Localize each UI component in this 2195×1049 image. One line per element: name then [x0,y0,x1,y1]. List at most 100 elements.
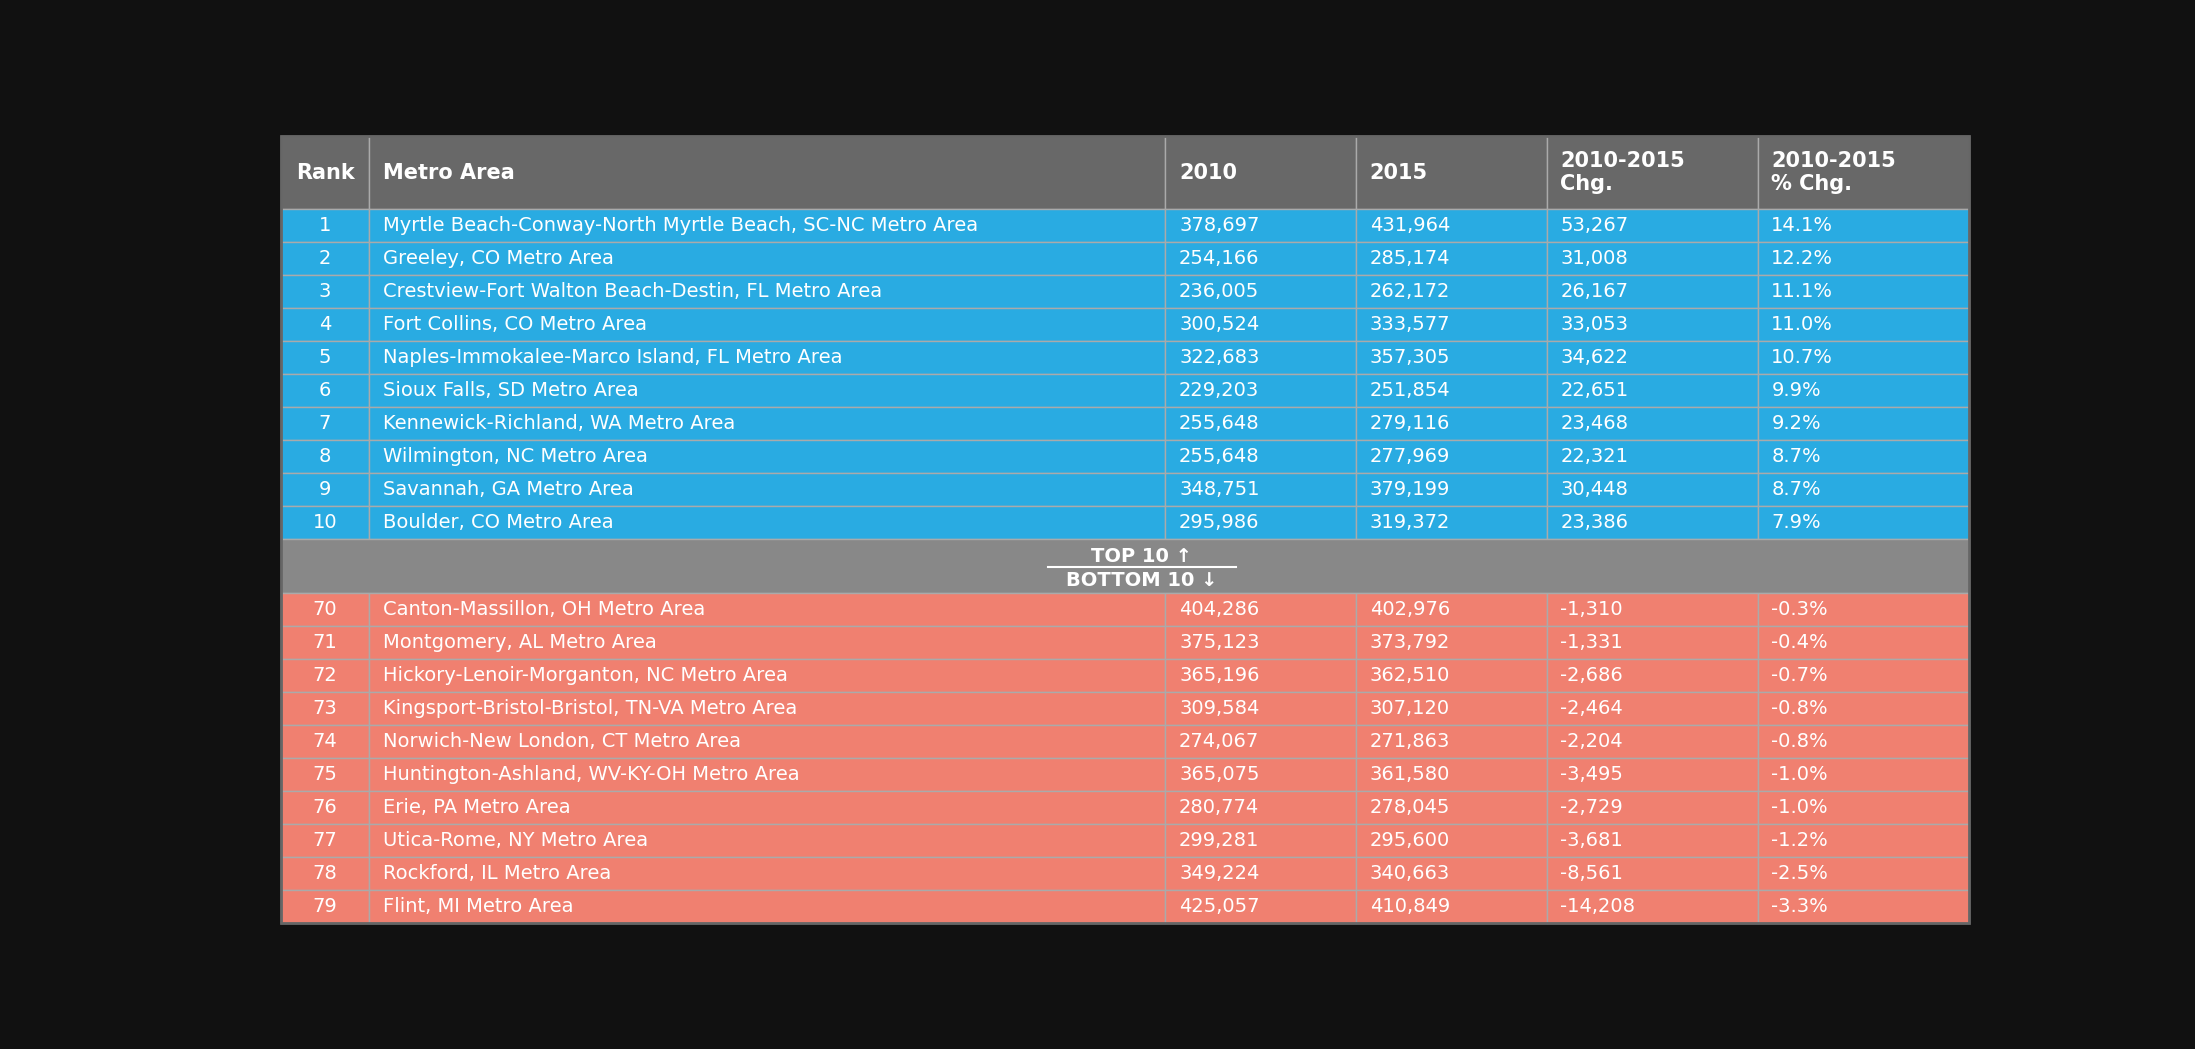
Bar [281,757,369,791]
Text: 2010: 2010 [1179,163,1238,183]
Text: 274,067: 274,067 [1179,732,1260,751]
Bar [281,625,369,659]
Text: 22,321: 22,321 [1561,447,1629,466]
Bar [369,791,1166,823]
Text: -1.2%: -1.2% [1771,831,1828,850]
Text: -1,310: -1,310 [1561,600,1622,619]
Text: Montgomery, AL Metro Area: Montgomery, AL Metro Area [382,633,656,651]
Bar [1166,308,1357,341]
Text: 319,372: 319,372 [1370,513,1451,532]
Bar [1166,374,1357,407]
Bar [1758,374,1969,407]
Bar [369,275,1166,308]
Text: 322,683: 322,683 [1179,348,1260,367]
Bar [1166,275,1357,308]
Bar [1357,242,1547,275]
Bar [281,890,369,923]
Bar [1166,341,1357,374]
Text: 362,510: 362,510 [1370,666,1451,685]
Bar [369,242,1166,275]
Bar [1758,209,1969,242]
Text: Savannah, GA Metro Area: Savannah, GA Metro Area [382,480,634,499]
Text: 23,468: 23,468 [1561,414,1629,433]
Text: 431,964: 431,964 [1370,216,1451,235]
Bar [1758,791,1969,823]
Text: -1.0%: -1.0% [1771,798,1828,817]
Text: 8: 8 [318,447,331,466]
Text: 70: 70 [312,600,338,619]
Text: 30,448: 30,448 [1561,480,1629,499]
Bar [281,374,369,407]
Bar [1166,473,1357,507]
Bar [1166,659,1357,691]
Text: -14,208: -14,208 [1561,897,1635,916]
Text: 5: 5 [318,348,331,367]
Bar [281,691,369,725]
Text: -0.4%: -0.4% [1771,633,1828,651]
Bar [1166,857,1357,890]
Bar [281,593,369,625]
Bar [1547,691,1758,725]
Text: 9: 9 [318,480,331,499]
Bar [369,136,1166,209]
Bar [1357,341,1547,374]
Text: 77: 77 [312,831,338,850]
Bar [1166,136,1357,209]
Text: 71: 71 [312,633,338,651]
Text: Myrtle Beach-Conway-North Myrtle Beach, SC-NC Metro Area: Myrtle Beach-Conway-North Myrtle Beach, … [382,216,977,235]
Bar [1357,691,1547,725]
Text: -0.7%: -0.7% [1771,666,1828,685]
Bar [1357,209,1547,242]
Text: 309,584: 309,584 [1179,699,1260,718]
Text: 254,166: 254,166 [1179,249,1260,267]
Text: 373,792: 373,792 [1370,633,1451,651]
Bar [1758,242,1969,275]
Bar [1758,725,1969,757]
Text: 34,622: 34,622 [1561,348,1629,367]
Bar [1547,473,1758,507]
Bar [1758,757,1969,791]
Bar [1547,209,1758,242]
Bar [369,725,1166,757]
Bar [281,242,369,275]
Bar [369,507,1166,539]
Text: 7.9%: 7.9% [1771,513,1822,532]
Bar [1166,691,1357,725]
Bar [369,441,1166,473]
Text: 300,524: 300,524 [1179,315,1260,334]
Text: Fort Collins, CO Metro Area: Fort Collins, CO Metro Area [382,315,648,334]
Bar [1357,473,1547,507]
Text: -0.3%: -0.3% [1771,600,1828,619]
Text: 10.7%: 10.7% [1771,348,1833,367]
Bar [1547,136,1758,209]
Bar [281,441,369,473]
Bar [281,209,369,242]
Text: Greeley, CO Metro Area: Greeley, CO Metro Area [382,249,612,267]
Text: 78: 78 [312,864,338,883]
Bar [1758,441,1969,473]
Bar [369,407,1166,441]
Text: 26,167: 26,167 [1561,282,1629,301]
Text: 12.2%: 12.2% [1771,249,1833,267]
Bar [1547,507,1758,539]
Text: Norwich-New London, CT Metro Area: Norwich-New London, CT Metro Area [382,732,740,751]
Text: 349,224: 349,224 [1179,864,1260,883]
Text: 236,005: 236,005 [1179,282,1260,301]
Bar [281,823,369,857]
Bar [369,857,1166,890]
Text: -2,729: -2,729 [1561,798,1622,817]
Bar [1758,625,1969,659]
Text: -0.8%: -0.8% [1771,699,1828,718]
Text: -8,561: -8,561 [1561,864,1624,883]
Bar [1547,857,1758,890]
Text: 22,651: 22,651 [1561,381,1629,400]
Bar [1357,823,1547,857]
Bar [1547,593,1758,625]
Bar [1166,791,1357,823]
Text: Sioux Falls, SD Metro Area: Sioux Falls, SD Metro Area [382,381,639,400]
Bar [1166,757,1357,791]
Bar [1547,407,1758,441]
Bar [1547,823,1758,857]
Bar [369,473,1166,507]
Bar [1547,308,1758,341]
